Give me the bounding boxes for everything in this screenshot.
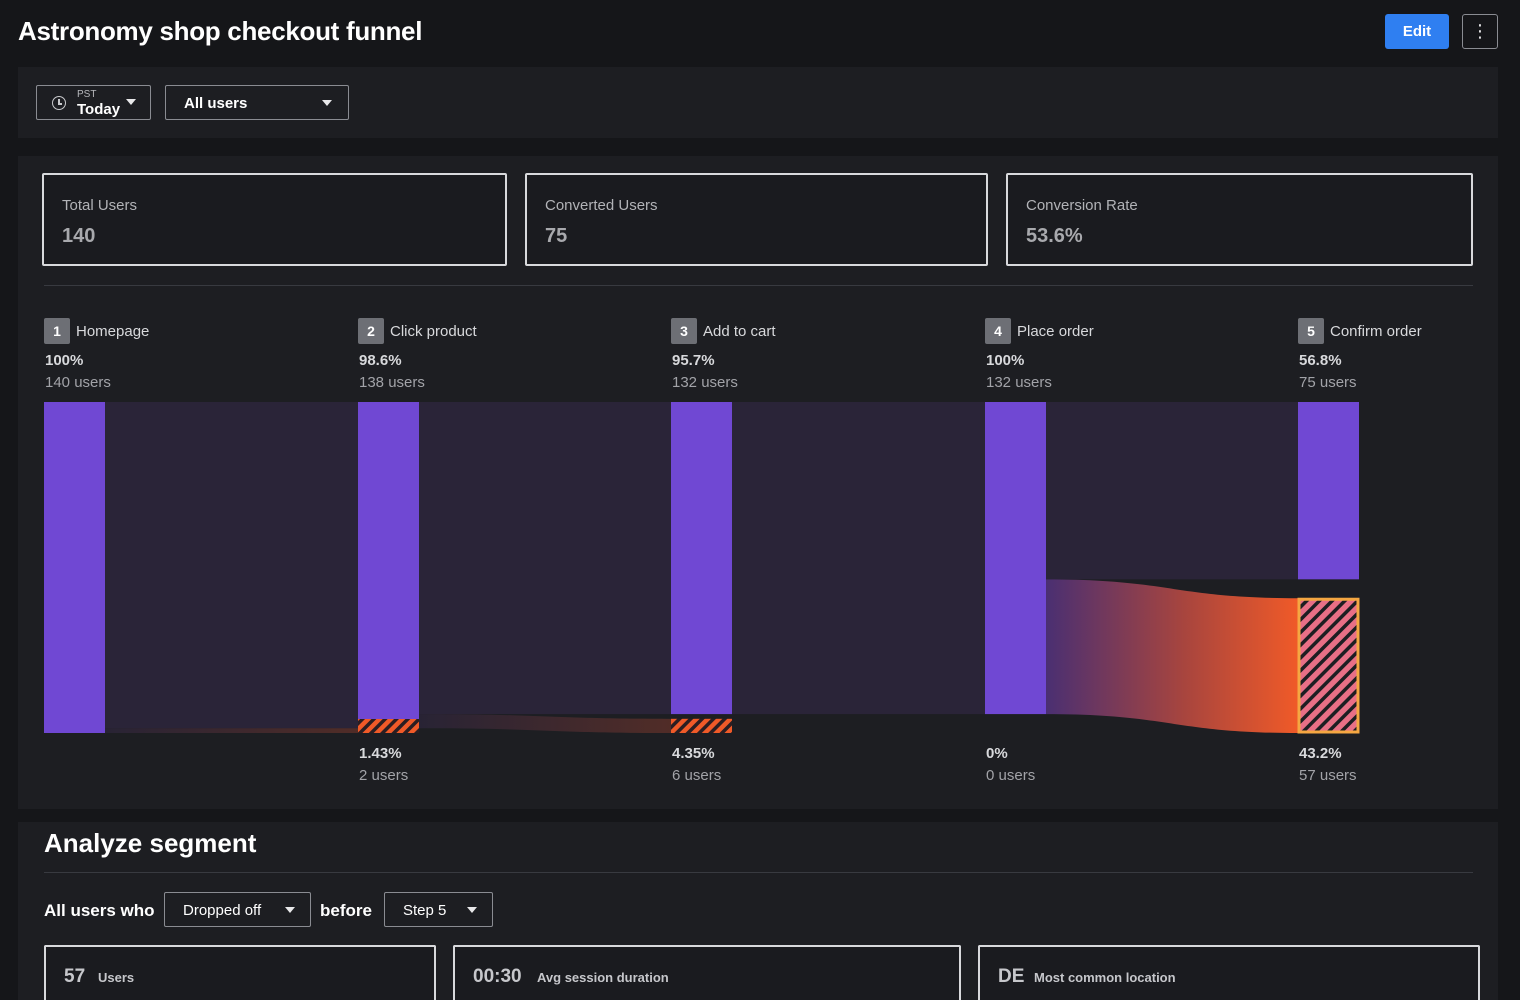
funnel-step-bar	[671, 402, 732, 715]
segment-prefix: All users who	[44, 901, 155, 920]
chevron-down-icon	[467, 907, 477, 913]
edit-button[interactable]: Edit	[1385, 14, 1449, 49]
step-percent: 95.7%	[672, 352, 715, 369]
step-percent: 100%	[45, 352, 84, 369]
kpi-conversion-rate: Conversion Rate 53.6%	[1006, 173, 1473, 266]
kpi-converted-users: Converted Users 75	[525, 173, 988, 266]
more-vertical-icon: ⋮	[1471, 21, 1489, 42]
kpi-label: Conversion Rate	[1026, 197, 1138, 214]
step-name: Confirm order	[1330, 322, 1422, 340]
dropoff-users: 57 users	[1299, 767, 1357, 784]
stat-label: Most common location	[1034, 970, 1176, 985]
step-name: Add to cart	[703, 322, 776, 340]
user-filter-value: All users	[184, 95, 248, 112]
kpi-value: 75	[545, 225, 568, 247]
time-range-value: Today	[77, 101, 121, 118]
step-number-badge: 5	[1298, 318, 1324, 344]
divider	[44, 872, 1473, 873]
segment-step-value: Step 5	[403, 902, 447, 919]
funnel-step-header: 3 Add to cart	[671, 318, 776, 344]
time-range-select[interactable]: PST Today	[36, 85, 151, 120]
kpi-total-users: Total Users 140	[42, 173, 507, 266]
funnel-dropoff-flow	[105, 728, 358, 733]
step-number-badge: 1	[44, 318, 70, 344]
funnel-step-bar	[1298, 402, 1359, 580]
step-percent: 100%	[986, 352, 1025, 369]
step-name: Place order	[1017, 322, 1094, 340]
stat-common-location: DE Most common location	[978, 945, 1480, 1000]
timezone-label: PST	[77, 89, 97, 100]
dropoff-percent: 0%	[986, 745, 1008, 762]
filter-bar: PST Today All users	[18, 67, 1498, 138]
stat-users: 57 Users	[44, 945, 436, 1000]
step-name: Click product	[390, 322, 477, 340]
funnel-step-header: 1 Homepage	[44, 318, 149, 344]
funnel-dropoff-bar	[1297, 597, 1360, 734]
kpi-label: Converted Users	[545, 197, 658, 214]
dropoff-users: 2 users	[359, 767, 409, 784]
funnel-dropoff-bar	[671, 718, 732, 733]
funnel-step-header: 5 Confirm order	[1298, 318, 1422, 344]
funnel-step-header: 4 Place order	[985, 318, 1094, 344]
step-users: 132 users	[986, 374, 1052, 391]
chevron-down-icon	[126, 99, 136, 105]
funnel-dropoff-bar	[358, 719, 419, 733]
stat-avg-session: 00:30 Avg session duration	[453, 945, 961, 1000]
funnel-flow	[419, 402, 671, 715]
dropoff-users: 0 users	[986, 767, 1036, 784]
funnel-step-bar	[44, 402, 105, 733]
step-name: Homepage	[76, 322, 150, 340]
stat-value: 57	[64, 966, 86, 987]
user-filter-select[interactable]: All users	[165, 85, 349, 120]
stat-label: Avg session duration	[537, 970, 669, 985]
funnel-dropoff-flow	[1046, 579, 1298, 733]
segment-action-value: Dropped off	[183, 902, 262, 919]
funnel-panel: Total Users 140 Converted Users 75 Conve…	[18, 156, 1498, 809]
dropoff-users: 6 users	[672, 767, 722, 784]
dropoff-percent: 1.43%	[359, 745, 402, 762]
funnel-chart	[44, 402, 1360, 734]
step-users: 138 users	[359, 374, 425, 391]
analyze-segment-panel: Analyze segment All users who Dropped of…	[18, 822, 1498, 1000]
funnel-flow	[732, 402, 985, 715]
dropoff-percent: 43.2%	[1299, 745, 1342, 762]
clock-icon	[52, 96, 66, 110]
step-number-badge: 2	[358, 318, 384, 344]
stat-value: 00:30	[473, 966, 522, 987]
funnel-step-bar	[985, 402, 1046, 715]
step-percent: 56.8%	[1299, 352, 1342, 369]
segment-title: Analyze segment	[44, 828, 257, 858]
page-title: Astronomy shop checkout funnel	[18, 16, 423, 46]
dropoff-percent: 4.35%	[672, 745, 715, 762]
funnel-flow	[1046, 402, 1298, 580]
step-number-badge: 3	[671, 318, 697, 344]
segment-step-select[interactable]: Step 5	[384, 892, 493, 927]
kpi-value: 140	[62, 225, 96, 247]
kpi-value: 53.6%	[1026, 225, 1083, 247]
stat-label: Users	[98, 970, 135, 985]
kpi-label: Total Users	[62, 197, 138, 214]
chevron-down-icon	[322, 100, 332, 106]
chevron-down-icon	[285, 907, 295, 913]
more-options-button[interactable]: ⋮	[1462, 14, 1498, 49]
funnel-step-bar	[358, 402, 419, 729]
step-number-badge: 4	[985, 318, 1011, 344]
stat-value: DE	[998, 966, 1025, 987]
step-users: 75 users	[1299, 374, 1357, 391]
step-users: 140 users	[45, 374, 111, 391]
divider	[44, 285, 1473, 286]
step-percent: 98.6%	[359, 352, 402, 369]
funnel-step-header: 2 Click product	[358, 318, 477, 344]
funnel-dropoff-flow	[419, 714, 671, 733]
step-users: 132 users	[672, 374, 738, 391]
segment-action-select[interactable]: Dropped off	[164, 892, 311, 927]
funnel-flow	[105, 402, 358, 729]
segment-connector: before	[320, 901, 372, 920]
